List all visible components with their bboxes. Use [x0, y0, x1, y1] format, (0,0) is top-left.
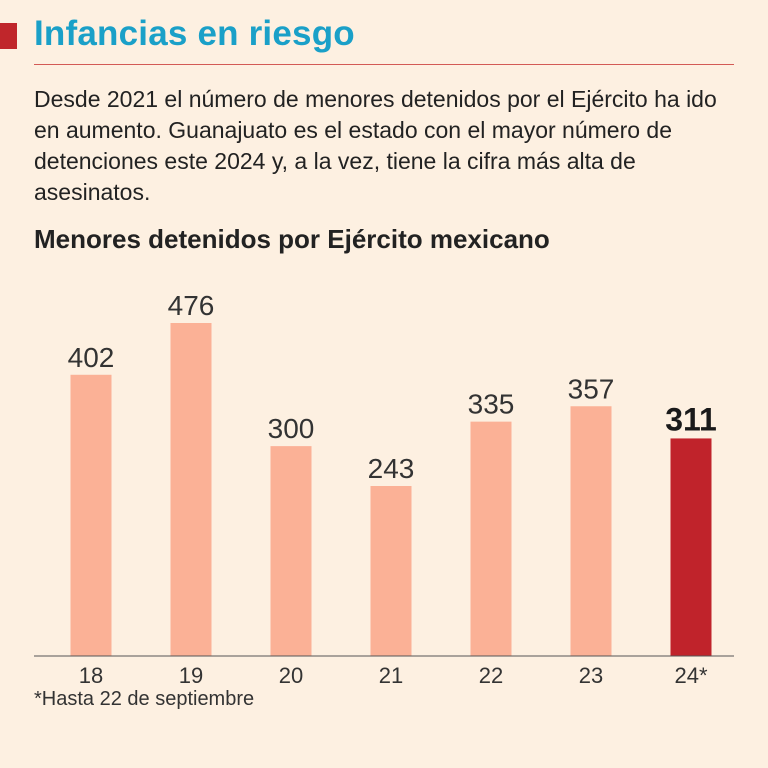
x-tick-label: 18 [79, 663, 103, 688]
x-tick-label: 24* [674, 663, 707, 688]
bar-value-label: 402 [68, 342, 115, 373]
bar-24* [670, 438, 712, 656]
title-divider [34, 64, 734, 65]
intro-paragraph: Desde 2021 el número de menores detenido… [34, 86, 717, 205]
x-tick-label: 22 [479, 663, 503, 688]
bar-value-label: 311 [665, 401, 717, 437]
bar-19 [170, 323, 212, 656]
bar-value-label: 335 [468, 389, 515, 420]
bar-23 [570, 406, 612, 656]
chart-title: Menores detenidos por Ejército mexicano [34, 224, 550, 254]
chart-footnote: *Hasta 22 de septiembre [34, 688, 255, 710]
bar-18 [70, 374, 112, 656]
x-tick-label: 19 [179, 663, 203, 688]
bar-value-label: 357 [568, 373, 615, 404]
x-tick-label: 21 [379, 663, 403, 688]
bar-20 [270, 446, 312, 656]
bar-value-label: 300 [268, 413, 315, 444]
title-accent-bar [0, 23, 17, 49]
bar-21 [370, 486, 412, 656]
bar-22 [470, 421, 512, 656]
bar-value-label: 243 [368, 453, 415, 484]
x-tick-label: 23 [579, 663, 603, 688]
page-title: Infancias en riesgo [34, 14, 355, 53]
x-tick-label: 20 [279, 663, 303, 688]
bar-value-label: 476 [168, 290, 215, 321]
